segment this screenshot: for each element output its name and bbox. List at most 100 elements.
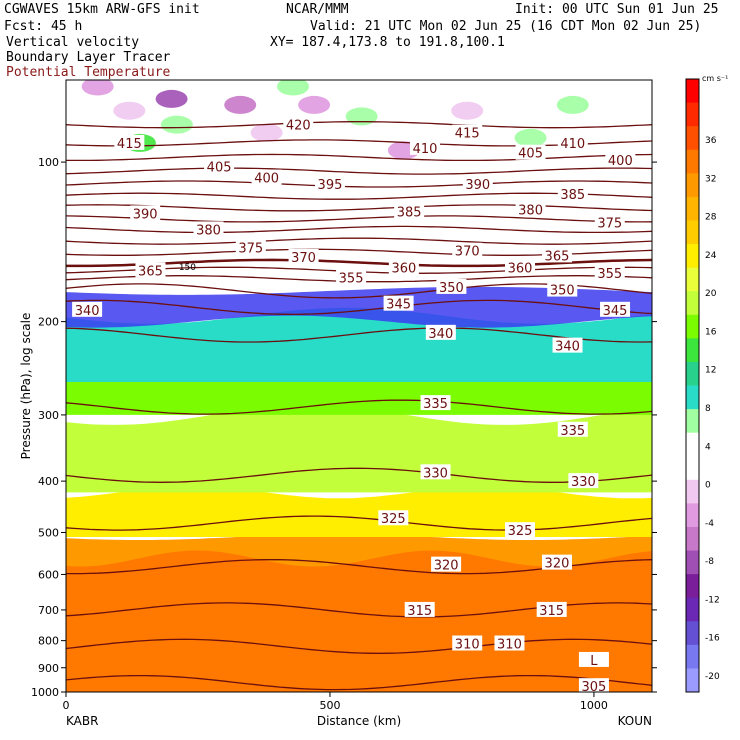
colorbar-swatch-16	[686, 456, 699, 481]
contour-label-13: 385	[560, 188, 585, 203]
colorbar-swatch-6	[686, 220, 699, 245]
contour-label-7: 400	[254, 172, 279, 187]
contour-label-0: 420	[286, 119, 311, 134]
velocity-cell-6	[298, 95, 331, 114]
x-tick-label-1000: 1000	[580, 699, 608, 712]
colorbar-frame	[685, 78, 700, 693]
contour-label-bg-1	[114, 134, 145, 150]
colorbar-label-7: 8	[705, 404, 711, 414]
theta-contour-325	[66, 515, 652, 531]
contour-label-4: 410	[560, 137, 585, 152]
contour-label-bg-13	[557, 186, 588, 202]
valid-time: Valid: 21 UTC Mon 02 Jun 25 (16 CDT Mon …	[310, 19, 702, 34]
contour-label-bg-18	[288, 248, 319, 264]
colorbar-swatch-12	[686, 361, 699, 386]
contour-label-30: 340	[75, 304, 100, 319]
contour-label-18: 370	[291, 251, 316, 266]
contour-label-bg-28	[383, 295, 414, 311]
x-endpoint-left: KABR	[66, 714, 98, 728]
theta-contour-415	[66, 139, 652, 147]
x-axis-label: Distance (km)	[317, 714, 401, 728]
contour-label-bg-24	[336, 269, 367, 285]
contour-label-8: 400	[608, 154, 633, 169]
velocity-cell-4	[277, 80, 310, 96]
contour-label-20: 365	[138, 264, 163, 279]
colorbar-swatch-21	[686, 574, 699, 599]
colorbar-swatch-20	[686, 550, 699, 575]
field-potential-temperature: Potential Temperature	[6, 65, 171, 80]
y-tick-label-800: 800	[38, 635, 59, 648]
y-tick-label-100: 100	[38, 156, 59, 169]
theta-contour-395	[66, 192, 652, 200]
colorbar-label-0: 36	[705, 136, 717, 146]
velocity-cell-2	[160, 115, 193, 134]
contour-label-36: 330	[571, 475, 596, 490]
field-boundary-layer-tracer: Boundary Layer Tracer	[6, 50, 171, 65]
contour-label-bg-40	[541, 554, 572, 570]
contour-label-46: 305	[582, 680, 607, 695]
model-name: CGWAVES 15km ARW-GFS init	[4, 2, 200, 17]
theta-contour-340	[66, 327, 652, 343]
colorbar-swatch-17	[686, 479, 699, 504]
contour-label-bg-19	[452, 242, 483, 258]
colorbar-swatch-23	[686, 621, 699, 646]
contour-labels: 420 415 415 410 410 405 405 400 400 395 390 390 385 3…	[72, 116, 636, 695]
colorbar-swatch-8	[686, 267, 699, 292]
colorbar-label-11: -8	[705, 557, 714, 567]
colorbar-swatch-3	[686, 149, 699, 174]
theta-contour-410	[66, 153, 652, 162]
colorbar-unit: cm s⁻¹	[702, 74, 728, 83]
colorbar-swatch-11	[686, 338, 699, 363]
contour-label-bg-34	[557, 421, 588, 437]
contour-label-bg-7	[251, 169, 282, 185]
colorbar-swatch-13	[686, 385, 699, 410]
colorbar-swatch-25	[686, 668, 699, 693]
contour-label-23: 360	[508, 261, 533, 276]
theta-contour-390	[66, 204, 652, 212]
contour-label-bg-46	[578, 678, 609, 692]
x-tick-label-500: 500	[319, 699, 340, 712]
center-name: NCAR/MMM	[286, 2, 349, 17]
contour-label-25: 355	[597, 267, 622, 282]
contour-label-35: 330	[423, 466, 448, 481]
contour-label-42: 315	[539, 604, 564, 619]
x-endpoint-right: KOUN	[618, 714, 652, 728]
contour-label-3: 410	[413, 142, 438, 157]
colorbar-label-2: 28	[705, 213, 717, 223]
colorbar-label-3: 24	[705, 251, 717, 261]
field-vertical-velocity: Vertical velocity	[6, 35, 140, 50]
plot-frame	[65, 79, 653, 693]
contour-label-bg-42	[536, 601, 567, 617]
colorbar-label-12: -12	[705, 595, 720, 605]
theta-contour-310	[66, 638, 652, 654]
contour-label-6: 405	[518, 147, 543, 162]
contour-label-bg-14	[193, 221, 224, 237]
colorbar-swatch-14	[686, 409, 699, 434]
contour-label-38: 325	[508, 524, 533, 539]
contour-label-1: 415	[117, 137, 142, 152]
x-tick-label-0: 0	[63, 699, 70, 712]
contour-label-27: 350	[550, 284, 575, 299]
contour-label-bg-5	[204, 158, 235, 174]
contour-label-bg-4	[557, 134, 588, 150]
colorbar-label-4: 20	[705, 289, 717, 299]
contour-label-bg-3	[409, 139, 440, 155]
theta-contour-385	[66, 215, 652, 223]
velocity-cell-8	[451, 101, 484, 120]
contour-label-bg-44	[494, 635, 525, 651]
contour-label-bg-45	[578, 651, 609, 667]
colorbar-swatch-18	[686, 503, 699, 528]
contour-label-40: 320	[545, 557, 570, 572]
theta-contour-375	[66, 237, 652, 245]
contour-label-37: 325	[381, 512, 406, 527]
contour-label-bg-37	[378, 510, 409, 526]
contour-label-29: 345	[603, 304, 628, 319]
contour-label-bg-30	[72, 301, 103, 317]
theta-contour-305	[66, 674, 652, 691]
theta-contour-420	[66, 121, 652, 129]
colorbar-swatch-5	[686, 196, 699, 221]
contour-label-33: 335	[423, 397, 448, 412]
contour-label-bg-0	[283, 116, 314, 132]
velocity-cell-1	[113, 101, 146, 120]
theta-contour-380	[66, 225, 652, 234]
